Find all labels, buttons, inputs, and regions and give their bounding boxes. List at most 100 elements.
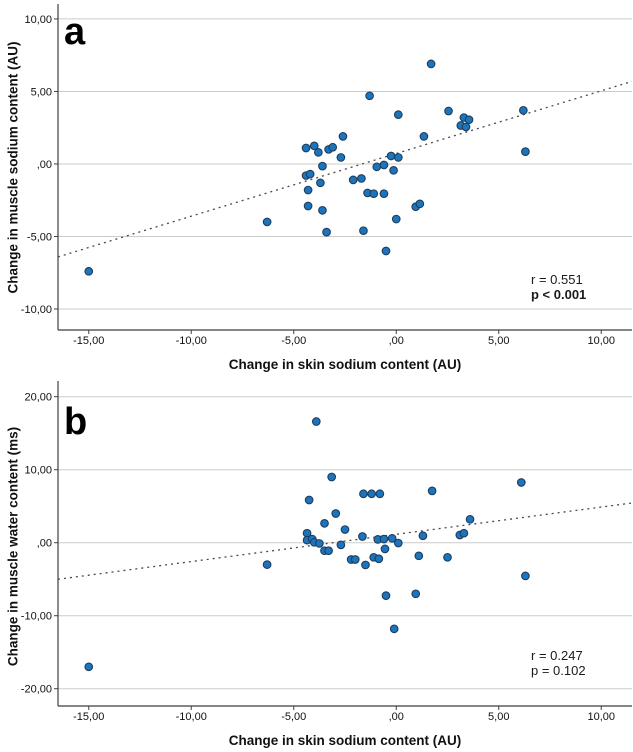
data-point [393,153,403,162]
panel-letter-a: a [64,11,86,53]
data-point [318,161,327,171]
x-tick-label: 5,00 [488,711,509,723]
x-tick-label: ,00 [389,711,404,723]
data-point [461,122,471,132]
y-tick-label: 10,00 [24,465,52,477]
p-value-b: p = 0.102 [531,662,586,678]
data-point [414,551,424,561]
data-point [521,571,530,581]
panel-letter-b: b [64,401,88,443]
data-point [322,227,331,237]
data-point [305,169,315,179]
data-point [365,91,374,101]
data-point [262,560,272,569]
x-tick-label: -15,00 [73,711,104,723]
y-tick-label: 5,00 [31,86,52,98]
p-value-a: p < 0.001 [531,286,587,302]
data-point [301,143,311,153]
data-point [443,552,452,562]
data-point [336,540,346,550]
data-point [358,532,367,541]
data-point [331,509,341,518]
data-point [427,486,437,496]
data-point [374,554,384,564]
data-point [418,531,428,541]
y-tick-label: -10,00 [21,611,52,623]
data-point [303,201,313,211]
data-point [84,266,94,276]
data-point [380,544,390,554]
data-point [336,153,346,162]
x-tick-label: -5,00 [281,335,306,347]
correlation-annotation-b: r = 0.247 p = 0.102 [531,648,586,678]
data-point [316,178,325,188]
correlation-annotation-a: r = 0.551 p < 0.001 [531,272,587,302]
x-tick-label: -10,00 [176,335,207,347]
data-point [518,105,528,115]
data-point [338,132,348,141]
data-point [459,528,469,538]
data-point [84,662,94,672]
trend-line [57,80,633,258]
data-point [419,132,429,141]
data-point [262,217,272,227]
data-point [324,546,333,556]
r-value-b: r = 0.247 [531,648,583,663]
data-point [389,624,399,634]
data-point [350,555,360,564]
data-point [372,162,382,172]
y-tick-label: ,00 [37,538,52,550]
x-tick-label: -15,00 [73,335,104,347]
data-point [411,589,421,599]
data-point [359,489,368,499]
data-point [327,472,337,482]
data-point [379,160,389,170]
data-point [375,489,385,499]
data-point [314,148,323,157]
data-point [311,417,321,426]
data-point [381,246,391,256]
data-point [357,174,366,183]
data-point [393,110,403,119]
panel-b: 20,00 10,00 ,00 -10,00 -20,00 -15,00 -10,00 -5,… [0,376,633,752]
data-point [315,539,324,548]
data-point [521,147,530,156]
data-point [516,478,526,487]
data-point [389,165,398,175]
y-tick-label: -5,00 [27,231,52,243]
y-tick-label: -10,00 [21,304,52,316]
data-point [415,199,425,209]
panel-a: 10,00 5,00 ,00 -5,00 -10,00 -15,00 -10,00 -5,00… [5,4,633,372]
data-point [381,591,391,600]
x-tick-label: -5,00 [281,711,306,723]
x-tick-label: -10,00 [176,711,207,723]
y-tick-label: -20,00 [21,684,52,696]
x-tick-label: 10,00 [587,711,615,723]
data-point [304,495,314,505]
data-point [320,519,329,528]
data-point [426,59,436,69]
x-axis-title-b: Change in skin sodium content (AU) [228,733,462,748]
data-point [393,538,403,548]
data-point [464,115,474,125]
scatter-plot-b: 20,00 10,00 ,00 -10,00 -20,00 -15,00 -10,00 -5,… [21,381,633,723]
y-tick-label: ,00 [37,159,52,171]
data-point [387,533,397,543]
data-point [465,514,475,524]
data-point [318,206,327,215]
data-point [361,560,370,570]
y-axis-title-a: Change in muscle sodium content (AU) [5,41,21,294]
y-axis-title-b: Change in muscle water content (ms) [5,426,21,667]
data-point [303,185,313,195]
data-point [391,214,401,224]
data-point [379,534,389,544]
y-tick-label: 20,00 [24,392,52,404]
x-axis-title-a: Change in skin sodium content (AU) [228,357,462,372]
data-point [444,106,453,116]
y-tick-label: 10,00 [24,14,52,26]
data-point [386,151,396,161]
data-point [359,226,368,236]
x-tick-label: ,00 [389,335,404,347]
scatter-plot-a: 10,00 5,00 ,00 -5,00 -10,00 -15,00 -10,00 -5,00… [21,4,633,347]
